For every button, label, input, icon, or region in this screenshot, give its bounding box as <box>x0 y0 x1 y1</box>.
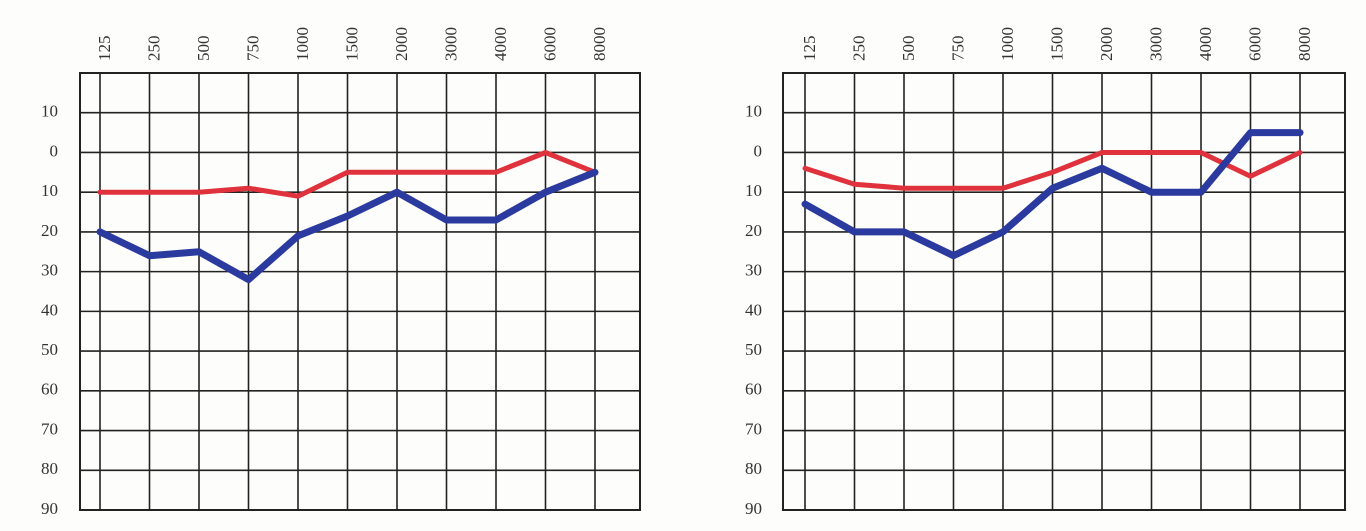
y-tick-label: 0 <box>754 141 763 160</box>
x-tick-label: 750 <box>243 36 262 62</box>
y-tick-label: 20 <box>41 221 58 240</box>
y-tick-label: 70 <box>41 419 58 438</box>
y-tick-label: 0 <box>50 141 59 160</box>
y-tick-label: 50 <box>41 340 58 359</box>
x-tick-label: 8000 <box>1295 27 1314 61</box>
audiogram: 10 0 10 20 30 40 50 60 70 80 90 125 250 500 750 1000 150… <box>745 27 1346 518</box>
y-tick-label: 30 <box>745 261 762 280</box>
x-tick-label: 3000 <box>441 27 460 61</box>
plot-frame <box>79 72 641 511</box>
x-tick-label: 6000 <box>1245 27 1264 61</box>
y-tick-label: 60 <box>41 380 58 399</box>
y-tick-label: 40 <box>745 300 762 319</box>
x-tick-label: 4000 <box>1196 27 1215 61</box>
x-tick-label: 500 <box>899 36 918 62</box>
x-tick-label: 250 <box>144 36 163 62</box>
x-tick-label: 250 <box>849 36 868 62</box>
x-tick-label: 125 <box>800 36 819 62</box>
x-tick-label: 3000 <box>1146 27 1165 61</box>
y-tick-label: 80 <box>41 459 58 478</box>
y-tick-label: 10 <box>41 102 58 121</box>
x-tick-label: 2000 <box>392 27 411 61</box>
x-tick-label: 500 <box>194 36 213 62</box>
x-tick-label: 1000 <box>998 27 1017 61</box>
x-tick-label: 8000 <box>590 27 609 61</box>
y-tick-label: 40 <box>41 300 58 319</box>
y-tick-label: 80 <box>745 459 762 478</box>
y-tick-label: 10 <box>41 181 58 200</box>
y-tick-label: 10 <box>745 102 762 121</box>
x-tick-label: 125 <box>95 36 114 62</box>
x-tick-label: 750 <box>948 36 967 62</box>
audiogram: 10 0 10 20 30 40 50 60 70 80 90 125 250 500 750 1000 150… <box>41 27 641 518</box>
y-tick-label: 70 <box>745 419 762 438</box>
threshold-line <box>802 150 1303 191</box>
x-tick-label: 1000 <box>293 27 312 61</box>
y-tick-label: 50 <box>745 340 762 359</box>
x-tick-label: 1500 <box>342 27 361 61</box>
plot-frame <box>782 72 1346 511</box>
y-tick-label: 60 <box>745 380 762 399</box>
y-tick-label: 20 <box>745 221 762 240</box>
threshold-line <box>97 150 598 199</box>
x-tick-label: 4000 <box>491 27 510 61</box>
threshold-line <box>801 129 1304 260</box>
y-tick-label: 10 <box>745 181 762 200</box>
y-tick-label: 30 <box>41 261 58 280</box>
x-tick-label: 2000 <box>1097 27 1116 61</box>
threshold-line <box>96 168 599 284</box>
y-tick-label: 90 <box>745 499 762 518</box>
x-tick-label: 1500 <box>1047 27 1066 61</box>
y-tick-label: 90 <box>41 499 58 518</box>
x-tick-label: 6000 <box>540 27 559 61</box>
